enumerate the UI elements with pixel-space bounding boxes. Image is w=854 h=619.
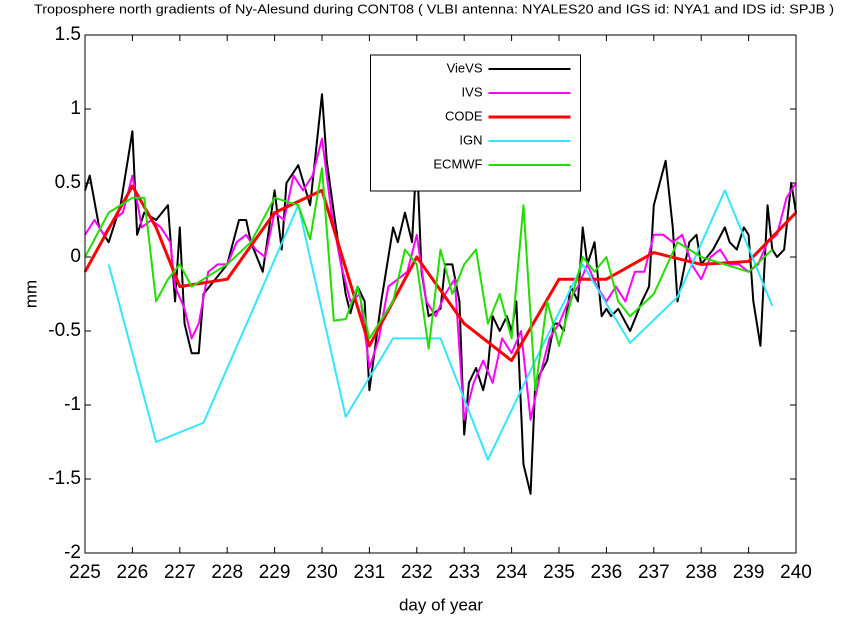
legend-label: IGN xyxy=(459,132,482,147)
legend: VieVS IVS CODE IGN ECMWF xyxy=(370,54,581,192)
x-tick-label: 228 xyxy=(211,562,243,583)
x-tick-label: 235 xyxy=(543,562,575,583)
x-tick-label: 238 xyxy=(685,562,717,583)
x-tick-label: 233 xyxy=(448,562,480,583)
x-tick-label: 239 xyxy=(733,562,765,583)
x-tick-label: 236 xyxy=(591,562,623,583)
x-tick-label: 237 xyxy=(638,562,670,583)
legend-box xyxy=(370,54,581,192)
data-line xyxy=(84,93,797,495)
x-tick-label: 229 xyxy=(259,562,291,583)
y-tick-label: 1.5 xyxy=(55,24,81,45)
y-tick-label: -1 xyxy=(64,394,81,415)
data-line xyxy=(84,137,797,421)
x-tick-label: 240 xyxy=(780,562,812,583)
legend-label: ECMWF xyxy=(433,156,482,171)
y-tick-label: 1 xyxy=(70,98,81,119)
x-tick-label: 232 xyxy=(401,562,433,583)
legend-label: CODE xyxy=(445,108,483,123)
plot-frame xyxy=(84,34,797,554)
y-tick-label: 0.5 xyxy=(55,172,81,193)
x-axis-label: day of year xyxy=(399,595,483,614)
y-tick-label: 0 xyxy=(70,246,81,267)
legend-label: VieVS xyxy=(447,60,483,75)
x-tick-label: 226 xyxy=(117,562,149,583)
chart-title: Troposphere north gradients of Ny-Alesun… xyxy=(34,2,834,16)
data-line xyxy=(83,184,798,363)
x-tick-label: 227 xyxy=(164,562,196,583)
data-line xyxy=(84,167,773,392)
x-tick-label: 225 xyxy=(69,562,101,583)
y-axis-label: mm xyxy=(21,280,40,308)
y-tick-label: -2 xyxy=(64,542,81,563)
y-tick-label: -0.5 xyxy=(48,320,81,341)
x-tick-label: 234 xyxy=(496,562,528,583)
x-tick-label: 231 xyxy=(354,562,386,583)
data-line xyxy=(107,189,774,461)
x-tick-label: 230 xyxy=(306,562,338,583)
legend-label: IVS xyxy=(462,84,483,99)
y-tick-label: -1.5 xyxy=(48,468,81,489)
